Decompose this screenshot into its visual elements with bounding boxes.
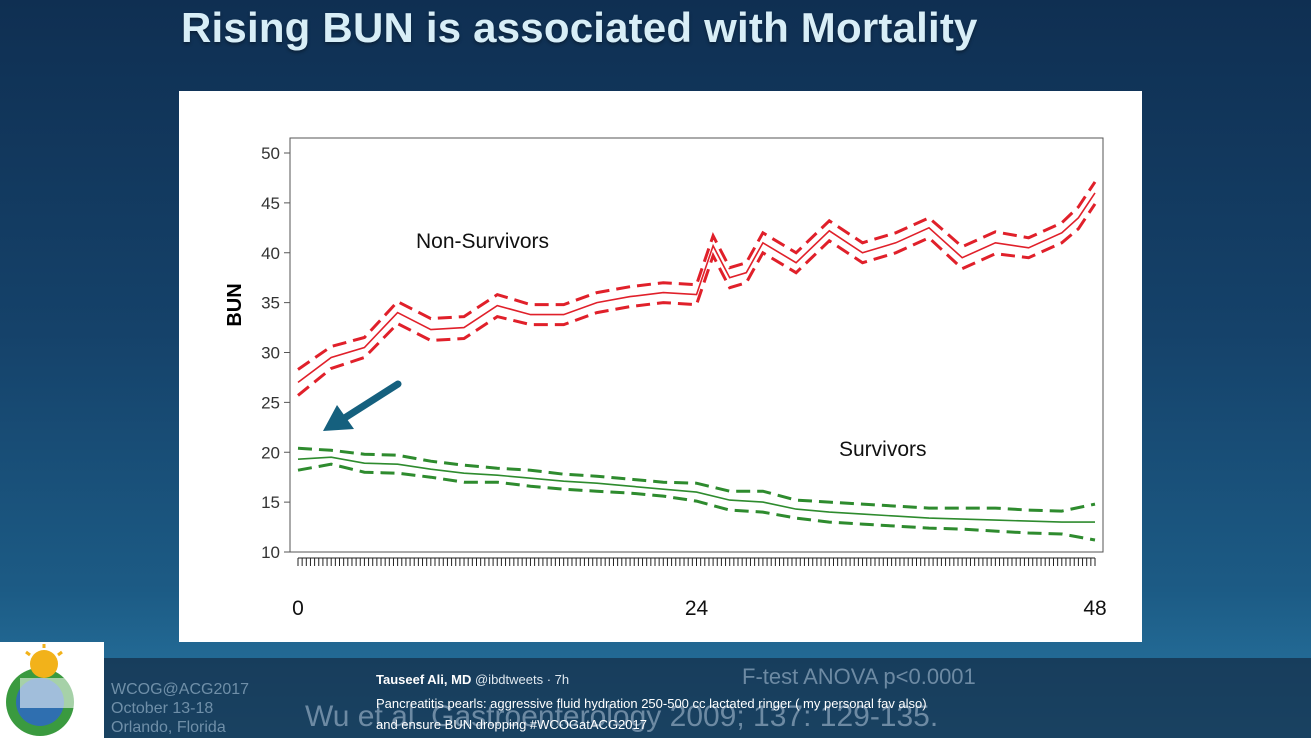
survivors-lower-ci-line <box>297 462 1096 542</box>
y-tick-label: 50 <box>261 144 280 163</box>
x-tick-label: 0 <box>292 597 304 620</box>
conference-info: WCOG@ACG2017 October 13-18 Orlando, Flor… <box>111 680 249 737</box>
y-tick-label: 20 <box>261 443 280 462</box>
tweet-overlay-bar <box>0 658 1311 738</box>
annotation-survivors: Survivors <box>839 438 927 461</box>
anova-stat: F-test ANOVA p<0.0001 <box>742 664 976 689</box>
y-axis-label: BUN <box>224 283 246 326</box>
tweet-text: Pancreatitis pearls: aggressive fluid hy… <box>376 696 927 732</box>
survivors-upper-ci-line <box>297 446 1096 513</box>
non-survivors-upper-ci-line <box>297 181 1097 371</box>
slide-title: Rising BUN is associated with Mortality <box>181 4 978 51</box>
chart-axes: 10 15 20 25 30 35 40 45 50 0 24 48 <box>261 137 1107 620</box>
y-tick-label: 15 <box>261 493 280 512</box>
y-tick-label: 10 <box>261 543 280 562</box>
citation-reference: Wu et al. Gastroenterology 2009; 137: 12… <box>305 700 939 733</box>
bun-line-chart: 10 15 20 25 30 35 40 45 50 0 24 48 BUN Non-Survivor… <box>224 137 1107 620</box>
y-tick-label: 25 <box>261 393 280 412</box>
y-tick-label: 45 <box>261 194 280 213</box>
y-tick-label: 30 <box>261 344 280 363</box>
annotation-non-survivors: Non-Survivors <box>416 230 549 253</box>
non-survivors-lower-ci-line <box>297 203 1097 397</box>
conference-line2: October 13-18 <box>111 700 214 717</box>
tweet-author-name[interactable]: Tauseef Ali, MD <box>376 672 472 687</box>
y-tick-label: 35 <box>261 294 280 313</box>
tweet-handle-time[interactable]: @ibdtweets · 7h <box>474 672 570 687</box>
conference-logo <box>0 642 104 738</box>
non-survivors-mean-line <box>297 192 1096 384</box>
x-tick-label: 24 <box>685 597 709 620</box>
chart-series <box>297 181 1097 542</box>
survivors-mean-line <box>297 456 1095 523</box>
tweet-author-line[interactable]: Tauseef Ali, MD @ibdtweets · 7h <box>376 672 569 687</box>
y-tick-label: 40 <box>261 244 280 263</box>
x-tick-label: 48 <box>1083 597 1106 620</box>
arrow-icon <box>323 380 402 431</box>
conference-line3: Orlando, Florida <box>111 719 226 736</box>
wcog-logo-icon <box>6 644 104 736</box>
conference-line1: WCOG@ACG2017 <box>111 681 250 698</box>
chart-panel: 10 15 20 25 30 35 40 45 50 0 24 48 BUN Non-Survivor… <box>179 91 1142 642</box>
plot-frame <box>289 137 1104 553</box>
